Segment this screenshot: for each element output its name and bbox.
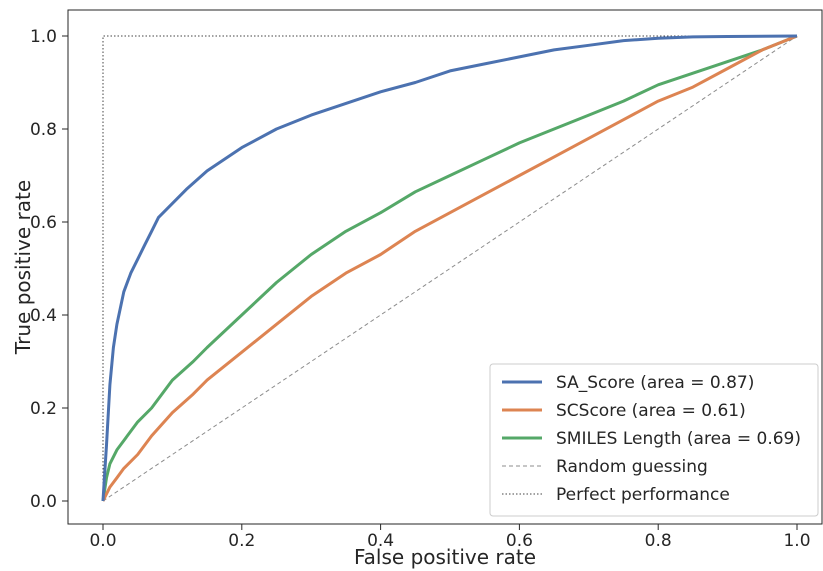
legend-label: SMILES Length (area = 0.69): [556, 429, 801, 449]
y-axis-label: True positive rate: [11, 180, 35, 355]
series-line-1: [101, 34, 798, 502]
x-tick-label: 0.0: [89, 531, 116, 551]
legend: SA_Score (area = 0.87) SCScore (area = 0.…: [489, 363, 819, 517]
y-tick-label: 0.6: [30, 213, 57, 233]
series-line-2: [101, 34, 798, 502]
x-tick-label: 0.6: [506, 531, 533, 551]
x-tick-label: 0.4: [367, 531, 394, 551]
legend-label: SA_Score (area = 0.87): [556, 373, 754, 393]
plot-frame: [67, 9, 823, 525]
y-tick-label: 0.0: [30, 492, 57, 512]
legend-label: SCScore (area = 0.61): [556, 401, 746, 421]
series-layer: [101, 34, 798, 502]
legend-label: Random guessing: [556, 457, 708, 477]
series-line-3: [102, 35, 798, 502]
x-tick-label: 1.0: [783, 531, 810, 551]
x-tick-label: 0.8: [645, 531, 672, 551]
series-line-0: [101, 34, 798, 502]
x-axis-label: False positive rate: [354, 545, 536, 569]
legend-box: [489, 363, 819, 517]
x-tick-label: 0.2: [228, 531, 255, 551]
y-tick-label: 1.0: [30, 27, 57, 47]
legend-label: Perfect performance: [556, 485, 730, 505]
ticks-layer: 0.0 0.2 0.4 0.6 0.8 1.0 0.0 0.2 0.4 0.6 0.8 1.0: [30, 27, 811, 551]
series-line-4: [102, 35, 797, 501]
y-tick-label: 0.8: [30, 120, 57, 140]
y-tick-label: 0.4: [30, 306, 57, 326]
y-tick-label: 0.2: [30, 399, 57, 419]
